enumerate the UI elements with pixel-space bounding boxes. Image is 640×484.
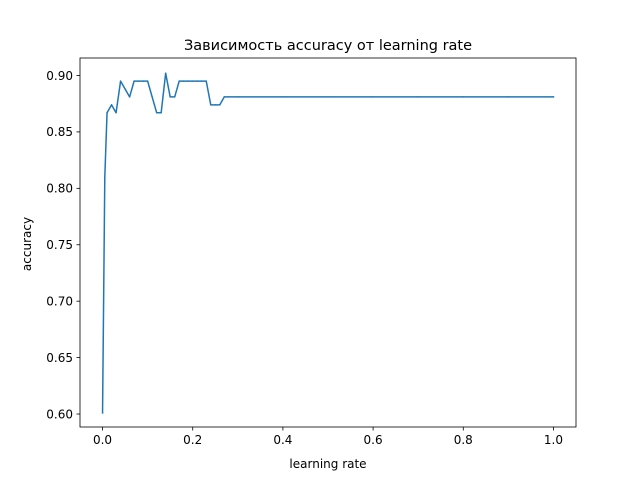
data-point <box>101 412 104 414</box>
data-point <box>137 80 140 82</box>
x-tick-label: 0.4 <box>273 433 292 447</box>
y-tick-label: 0.90 <box>46 69 73 83</box>
data-point <box>133 80 135 82</box>
y-tick-label: 0.70 <box>46 294 73 308</box>
data-point <box>417 96 419 98</box>
data-point <box>214 104 216 106</box>
data-point <box>237 96 239 98</box>
x-tick-label: 0.2 <box>183 433 202 447</box>
data-point <box>205 80 207 82</box>
y-tick-label: 0.85 <box>46 125 73 139</box>
data-point <box>201 80 203 82</box>
y-tick-label: 0.60 <box>46 407 73 421</box>
data-point <box>219 104 221 106</box>
data-point <box>119 80 122 82</box>
data-point <box>173 96 176 98</box>
data-point <box>183 80 185 82</box>
data-point <box>462 96 464 98</box>
data-point <box>169 96 171 98</box>
series-line <box>101 72 555 414</box>
x-axis-ticks: 0.0 0.2 0.4 0.6 0.8 1.0 <box>93 427 563 447</box>
plot-frame <box>79 57 577 428</box>
data-point <box>155 112 158 114</box>
data-point <box>228 96 230 98</box>
data-point <box>110 104 113 106</box>
x-tick-label: 0.6 <box>364 433 383 447</box>
series-points <box>101 72 555 414</box>
data-point <box>128 96 131 98</box>
x-tick-label: 1.0 <box>544 433 563 447</box>
data-point <box>160 112 162 114</box>
y-tick-label: 0.65 <box>46 351 73 365</box>
data-point <box>142 80 144 82</box>
data-point <box>146 80 149 82</box>
data-point <box>151 96 153 98</box>
x-tick-label: 0.8 <box>454 433 473 447</box>
data-point <box>115 112 117 114</box>
data-point <box>164 72 167 74</box>
data-point <box>282 96 284 98</box>
y-axis-label: accuracy <box>20 217 34 271</box>
data-point <box>124 88 126 90</box>
data-point <box>104 176 106 178</box>
y-tick-label: 0.75 <box>46 238 73 252</box>
data-point <box>327 96 329 98</box>
data-point <box>192 80 194 82</box>
data-point <box>223 96 225 98</box>
data-point <box>552 96 555 98</box>
data-point <box>196 80 198 82</box>
y-tick-label: 0.80 <box>46 182 73 196</box>
data-point <box>187 80 189 82</box>
data-point <box>372 96 374 98</box>
data-point <box>106 112 108 114</box>
data-point <box>507 96 510 98</box>
y-axis-ticks: 0.60 0.65 0.70 0.75 0.80 0.85 0.90 <box>46 69 80 421</box>
chart-title: Зависимость accuracy от learning rate <box>184 38 472 54</box>
data-point <box>210 104 212 106</box>
x-tick-label: 0.0 <box>93 433 112 447</box>
x-axis-label: learning rate <box>289 457 366 471</box>
data-point <box>178 80 180 82</box>
